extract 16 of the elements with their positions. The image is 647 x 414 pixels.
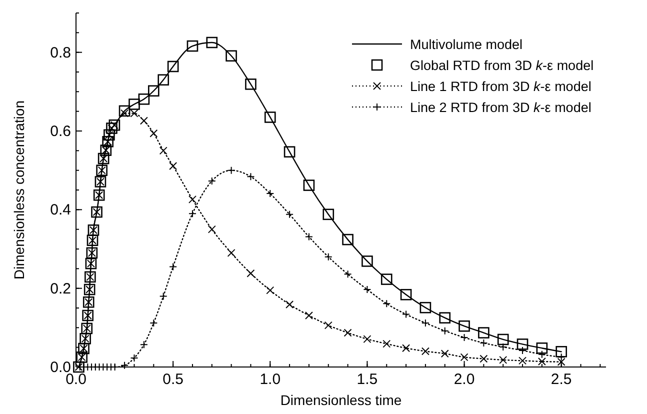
- legend-label: Multivolume model: [410, 37, 523, 52]
- y-tick-label: 0.6: [50, 123, 71, 140]
- x-tick-label: 0.5: [162, 371, 184, 388]
- y-axis-title: Dimensionless concentration: [11, 100, 27, 280]
- x-tick-label: 1.0: [260, 371, 281, 388]
- x-tick-label: 0.0: [66, 371, 86, 388]
- y-tick-label: 0.4: [50, 202, 71, 219]
- y-tick-label: 0.8: [50, 44, 71, 62]
- x-tick-label: 2.5: [550, 371, 572, 388]
- legend-label: Line 1 RTD from 3D k-ε model: [410, 79, 592, 94]
- x-axis-title: Dimensionless time: [280, 392, 402, 408]
- y-tick-label: 0.2: [50, 280, 71, 298]
- x-tick-label: 2.0: [454, 371, 475, 388]
- x-tick-label: 1.5: [356, 371, 378, 388]
- legend-label: Line 2 RTD from 3D k-ε model: [410, 100, 592, 115]
- legend-label: Global RTD from 3D k-ε model: [410, 58, 594, 73]
